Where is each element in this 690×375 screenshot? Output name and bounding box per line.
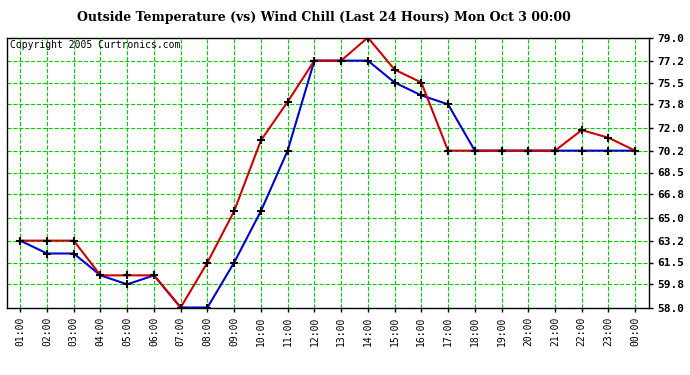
Text: Copyright 2005 Curtronics.com: Copyright 2005 Curtronics.com: [10, 40, 181, 50]
Text: Outside Temperature (vs) Wind Chill (Last 24 Hours) Mon Oct 3 00:00: Outside Temperature (vs) Wind Chill (Las…: [77, 11, 571, 24]
